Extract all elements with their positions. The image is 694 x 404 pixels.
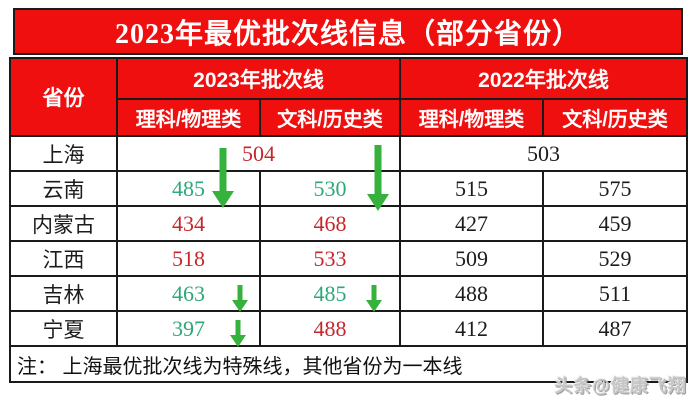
score-cell: 412: [399, 310, 544, 347]
score-cell: 488: [259, 310, 401, 347]
column-header-2023-arts: 文科/历史类: [259, 98, 401, 137]
score-cell: 485: [259, 275, 401, 312]
score-cell: 487: [542, 310, 688, 347]
batch-line-table: 省份 2023年批次线 2022年批次线 理科/物理类 文科/历史类 理科/物理…: [9, 57, 688, 383]
table-row-jiangxi: 江西 518 533 509 529: [9, 240, 688, 277]
province-label: 内蒙古: [9, 205, 118, 242]
table-header-sub-row: 理科/物理类 文科/历史类 理科/物理类 文科/历史类: [10, 98, 688, 137]
score-cell: 575: [542, 170, 688, 207]
column-header-2023: 2023年批次线: [116, 57, 401, 100]
score-cell: 427: [399, 205, 544, 242]
score-cell: 488: [399, 275, 544, 312]
score-cell: 397: [116, 310, 261, 347]
table-note-row: 注： 上海最优批次线为特殊线，其他省份为一本线: [9, 345, 688, 383]
table-row-jilin: 吉林 463 485 488 511: [9, 275, 688, 312]
score-cell: 485: [116, 170, 261, 207]
score-cell: 503: [399, 135, 688, 172]
province-label: 上海: [9, 135, 118, 172]
score-cell: 504: [116, 135, 401, 172]
score-cell: 511: [542, 275, 688, 312]
province-label: 宁夏: [9, 310, 118, 347]
table-row-shanghai: 上海 504 503: [9, 135, 688, 172]
table-header-group-row: 省份 2023年批次线 2022年批次线: [9, 57, 688, 137]
note-text: 注： 上海最优批次线为特殊线，其他省份为一本线: [9, 345, 688, 383]
table-row-yunnan: 云南 485 530 515 575: [9, 170, 688, 207]
table-row-neimenggu: 内蒙古 434 468 427 459: [9, 205, 688, 242]
table-row-ningxia: 宁夏 397 488 412 487: [9, 310, 688, 347]
column-header-2022-science: 理科/物理类: [399, 98, 544, 137]
column-header-2022-arts: 文科/历史类: [542, 98, 688, 137]
column-header-2022: 2022年批次线: [399, 57, 688, 100]
score-cell: 515: [399, 170, 544, 207]
score-cell: 468: [259, 205, 401, 242]
watermark: 头条@健康飞翔: [554, 376, 687, 396]
score-cell: 459: [542, 205, 688, 242]
province-label: 云南: [9, 170, 118, 207]
score-cell: 509: [399, 240, 544, 277]
column-header-2023-science: 理科/物理类: [116, 98, 261, 137]
column-header-province: 省份: [9, 57, 118, 137]
score-cell: 530: [259, 170, 401, 207]
score-cell: 463: [116, 275, 261, 312]
score-cell: 518: [116, 240, 261, 277]
score-cell: 533: [259, 240, 401, 277]
province-label: 江西: [9, 240, 118, 277]
province-label: 吉林: [9, 275, 118, 312]
score-cell: 434: [116, 205, 261, 242]
page-title: 2023年最优批次线信息（部分省份）: [13, 8, 683, 55]
score-cell: 529: [542, 240, 688, 277]
page-title-text: 2023年最优批次线信息（部分省份）: [114, 18, 581, 50]
